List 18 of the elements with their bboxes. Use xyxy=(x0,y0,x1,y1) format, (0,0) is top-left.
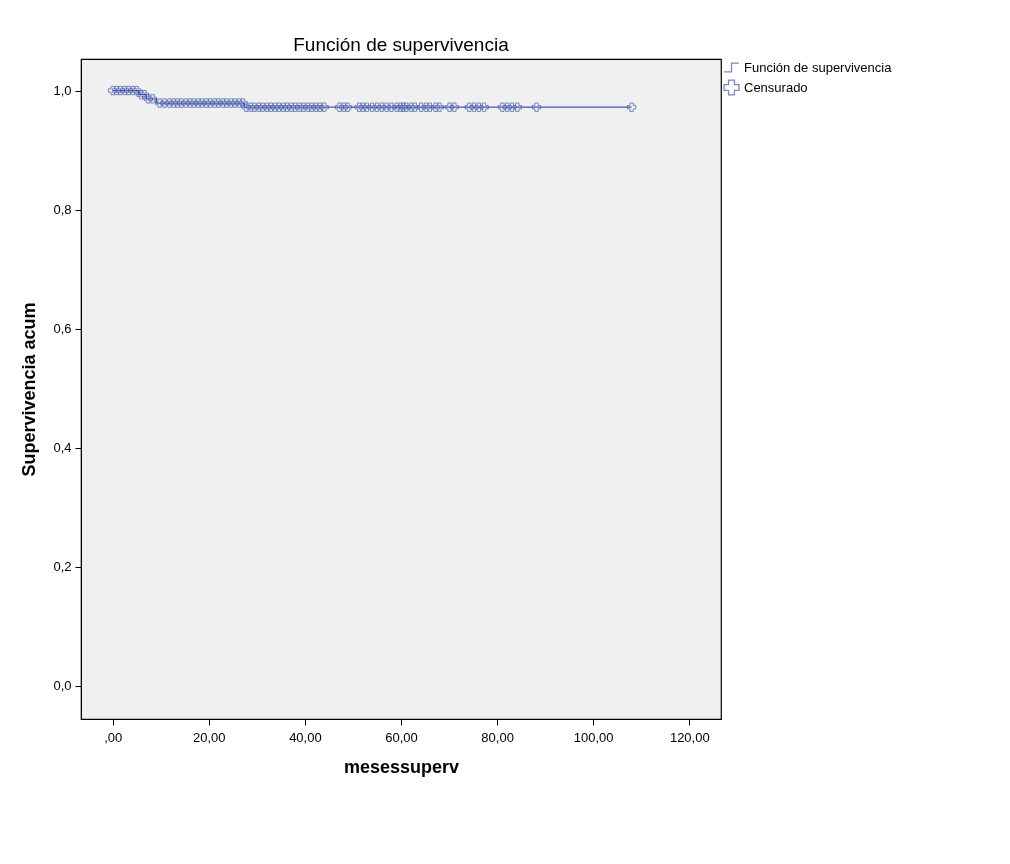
x-tick-label: 100,00 xyxy=(573,729,614,745)
x-tick-label: 80,00 xyxy=(481,729,514,745)
legend-label: Censurado xyxy=(744,79,808,95)
y-tick-label: 0,4 xyxy=(53,440,72,456)
x-axis-title: mesessuperv xyxy=(343,756,460,777)
y-axis-title: Supervivencia acum xyxy=(19,302,40,477)
y-tick-label: 0,0 xyxy=(53,678,72,694)
y-tick-label: 1,0 xyxy=(53,83,72,99)
x-tick-label: 120,00 xyxy=(669,729,710,745)
x-tick-label: ,00 xyxy=(104,729,123,745)
y-tick-label: 0,2 xyxy=(53,559,72,575)
y-tick-label: 0,6 xyxy=(53,321,72,337)
legend-label: Función de supervivencia xyxy=(744,59,893,75)
y-tick-label: 0,8 xyxy=(53,202,72,218)
x-tick-label: 40,00 xyxy=(289,729,322,745)
x-tick-label: 20,00 xyxy=(193,729,226,745)
x-tick-label: 60,00 xyxy=(385,729,418,745)
chart-title: Función de supervivencia xyxy=(293,34,510,55)
